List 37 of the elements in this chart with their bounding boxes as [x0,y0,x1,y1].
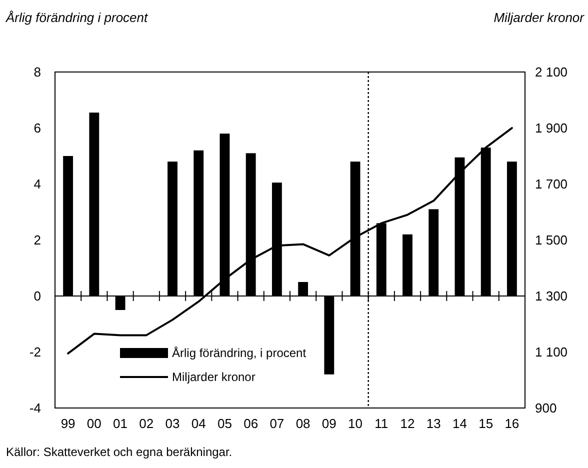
x-tick-label: 11 [374,416,388,431]
y-tick-label: 8 [34,64,41,80]
x-tick-label: 99 [60,416,76,431]
x-tick-label: 16 [504,416,520,431]
y2-axis-title: Miljarder kronor [494,10,585,25]
x-tick-label: 14 [452,416,467,431]
x-tick-label: 12 [400,416,415,431]
x-tick-label: 05 [217,416,232,431]
y-tick-label: 4 [34,176,41,192]
y2-tick-label: 1 900 [535,120,568,136]
y-tick-label: -4 [29,400,41,416]
x-tick-label: 09 [322,416,336,431]
x-tick-label: 10 [348,416,363,431]
x-tick-label: 01 [113,416,128,431]
x-tick-label: 07 [270,416,284,431]
y-tick-label: 6 [34,120,41,136]
y2-tick-label: 1 100 [535,344,568,360]
x-tick-label: 00 [86,416,102,431]
y2-tick-label: 1 300 [535,288,568,304]
y-tick-label: -2 [29,344,41,360]
x-tick-label: 04 [191,416,206,431]
legend-label: Årlig förändring, i procent [172,346,307,360]
x-tick-label: 15 [478,416,494,431]
y2-tick-label: 1 500 [535,232,568,248]
x-tick-label: 06 [244,416,258,431]
y2-tick-label: 2 100 [535,64,568,80]
y2-tick-label: 1 700 [535,176,568,192]
x-tick-label: 13 [426,416,441,431]
x-tick-label: 08 [296,416,310,431]
y2-tick-label: 900 [535,400,557,416]
text: Källor: Skatteverket och egna beräkningar. [6,445,232,459]
x-tick-label: 03 [165,416,180,431]
y-axis-title: Årlig förändring i procent [5,10,150,25]
legend-label: Miljarder kronor [172,370,256,384]
y-tick-label: 2 [34,232,41,248]
y-tick-label: 0 [34,288,41,304]
x-tick-label: 02 [139,416,154,431]
